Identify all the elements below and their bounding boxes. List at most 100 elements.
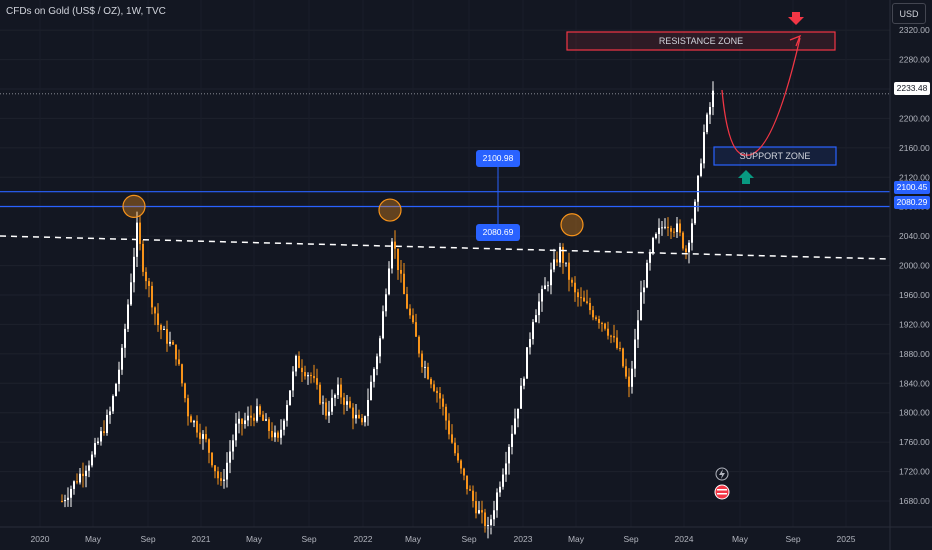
currency-button[interactable]: USD xyxy=(892,3,926,24)
price-tick-label: 2000.00 xyxy=(899,261,930,271)
candle-body xyxy=(427,366,429,379)
candle-body xyxy=(460,460,462,469)
resistance-zone-label: RESISTANCE ZONE xyxy=(658,36,744,46)
candle-body xyxy=(226,462,228,480)
candle-body xyxy=(595,317,597,320)
candle-body xyxy=(343,397,345,405)
time-tick-label: 2020 xyxy=(31,534,50,544)
candle-body xyxy=(76,481,78,483)
candle-body xyxy=(331,397,333,412)
candle-body xyxy=(508,446,510,464)
candle-body xyxy=(661,227,663,229)
candle-body xyxy=(346,401,348,405)
candle-body xyxy=(664,226,666,228)
candle-body xyxy=(250,415,252,418)
lightning-event-icon xyxy=(715,467,729,481)
candle-body xyxy=(133,256,135,283)
candle-body xyxy=(85,470,87,477)
candle-body xyxy=(610,335,612,337)
candle-body xyxy=(223,479,225,481)
candle-body xyxy=(496,492,498,511)
dashed-trendline xyxy=(0,235,891,260)
candle-body xyxy=(565,262,567,264)
candle-body xyxy=(448,420,450,435)
price-tick-label: 1760.00 xyxy=(899,437,930,447)
candle-body xyxy=(466,475,468,490)
candle-body xyxy=(253,417,255,421)
candle-body xyxy=(547,285,549,287)
projection-curve xyxy=(721,37,801,156)
price-tick-label: 2280.00 xyxy=(899,55,930,65)
candle-body xyxy=(124,328,126,348)
candle-body xyxy=(289,390,291,405)
candle-body xyxy=(592,310,594,318)
candle-body xyxy=(118,369,120,384)
time-axis: 2020 May Sep 2021 May Sep 2022 May Sep 2023 May Sep… xyxy=(0,526,932,544)
candle-body xyxy=(361,418,363,423)
candle-body xyxy=(493,510,495,520)
candle-body xyxy=(160,325,162,330)
candle-body xyxy=(382,311,384,339)
candle-body xyxy=(70,488,72,498)
candle-body xyxy=(208,439,210,453)
time-tick-label: Sep xyxy=(785,534,800,544)
price-callout-lower[interactable]: 2080.69 xyxy=(476,224,520,241)
candle-body xyxy=(157,313,159,326)
candle-body xyxy=(328,411,330,416)
candle-body xyxy=(352,407,354,419)
candle-body xyxy=(91,454,93,466)
candle-body xyxy=(646,262,648,288)
candle-body xyxy=(79,473,81,483)
price-callout-upper[interactable]: 2100.98 xyxy=(476,150,520,167)
candle-body xyxy=(640,292,642,321)
candle-body xyxy=(379,338,381,357)
candle-body xyxy=(319,384,321,404)
candle-body xyxy=(100,431,102,442)
candle-body xyxy=(451,434,453,443)
candle-body xyxy=(163,328,165,330)
price-tick-label: 2320.00 xyxy=(899,25,930,35)
candle-body xyxy=(484,512,486,529)
candle-body xyxy=(106,414,108,433)
candle-body xyxy=(274,432,276,438)
candle-body xyxy=(97,441,99,444)
candle-body xyxy=(505,463,507,475)
candle-body xyxy=(295,355,297,372)
us-flag-event-icon xyxy=(714,484,730,500)
candle-body xyxy=(325,402,327,416)
candle-body xyxy=(397,248,399,270)
candle-body xyxy=(589,302,591,311)
candle-body xyxy=(574,282,576,293)
candle-body xyxy=(442,398,444,407)
candle-body xyxy=(283,420,285,430)
candle-body xyxy=(709,107,711,115)
candle-body xyxy=(154,307,156,314)
candle-body xyxy=(88,465,90,471)
price-tick-label: 1800.00 xyxy=(899,408,930,418)
candle-body xyxy=(262,414,264,421)
candle-body xyxy=(103,431,105,433)
candle-body xyxy=(463,468,465,476)
candle-body xyxy=(214,465,216,472)
time-tick-label: 2021 xyxy=(192,534,211,544)
price-tick-label: 2200.00 xyxy=(899,113,930,123)
candle-body xyxy=(409,308,411,316)
candle-body xyxy=(127,304,129,329)
candle-body xyxy=(181,364,183,384)
candle-body xyxy=(247,415,249,421)
candle-body xyxy=(499,486,501,493)
projection-arrow-head xyxy=(789,34,802,47)
candle-body xyxy=(658,227,660,235)
candle-body xyxy=(193,420,195,423)
candle-body xyxy=(418,336,420,354)
candle-body xyxy=(292,371,294,391)
candle-body xyxy=(340,384,342,398)
candle-body xyxy=(670,228,672,232)
candle-body xyxy=(622,348,624,367)
candle-body xyxy=(598,319,600,323)
candle-body xyxy=(682,232,684,249)
candle-body xyxy=(649,252,651,263)
candle-body xyxy=(301,367,303,373)
candle-body xyxy=(199,432,201,439)
